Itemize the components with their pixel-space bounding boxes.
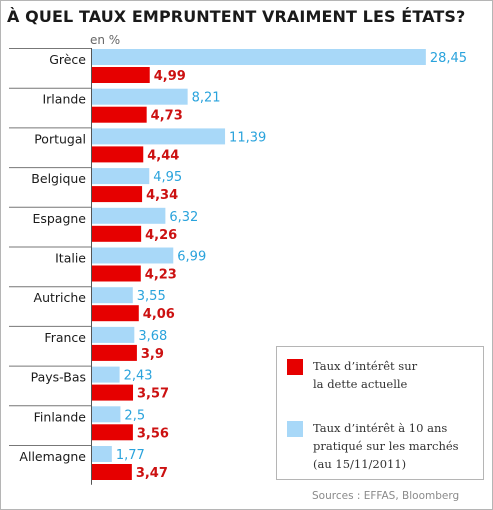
value-label-market-rate-allemagne: 1,77 (116, 448, 145, 463)
category-label-italie: Italie (55, 251, 86, 266)
bar-market-rate-espagne (91, 207, 166, 224)
bar-market-rate-france (91, 326, 135, 343)
value-label-debt-rate-allemagne: 3,47 (136, 466, 168, 481)
value-label-market-rate-france: 3,68 (138, 329, 167, 344)
value-label-market-rate-portugal: 11,39 (229, 130, 266, 145)
value-label-debt-rate-grece: 4,99 (154, 69, 186, 84)
bar-debt-rate-irlande (91, 106, 147, 123)
bar-debt-rate-belgique (91, 186, 143, 203)
bar-debt-rate-espagne (91, 225, 142, 242)
value-label-debt-rate-belgique: 4,34 (146, 188, 178, 203)
legend-line: la dette actuelle (313, 377, 408, 391)
bar-debt-rate-portugal (91, 146, 144, 163)
value-label-debt-rate-pays-bas: 3,57 (137, 387, 169, 402)
legend-line: Taux d’intérêt sur (313, 359, 418, 373)
value-label-market-rate-belgique: 4,95 (153, 170, 182, 185)
bar-debt-rate-grece (91, 67, 150, 83)
value-label-debt-rate-irlande: 4,73 (151, 109, 183, 124)
value-label-market-rate-espagne: 6,32 (169, 210, 198, 225)
value-label-debt-rate-italie: 4,23 (145, 268, 177, 283)
unit-label: en % (90, 33, 121, 47)
category-label-allemagne: Allemagne (19, 449, 86, 464)
legend-text-market-rate: Taux d’intérêt à 10 ans pratiqué sur les… (313, 419, 485, 473)
bar-debt-rate-france (91, 344, 137, 361)
value-label-debt-rate-france: 3,9 (141, 347, 164, 362)
category-label-autriche: Autriche (34, 290, 87, 305)
legend-line: Taux d’intérêt à 10 ans (313, 421, 448, 435)
value-label-market-rate-irlande: 8,21 (192, 91, 221, 106)
bar-market-rate-portugal (91, 128, 226, 145)
legend: Taux d’intérêt sur la dette actuelle Tau… (276, 346, 484, 480)
legend-line: pratiqué sur les marchés (313, 439, 459, 453)
value-label-debt-rate-finlande: 3,56 (137, 426, 169, 441)
bar-market-rate-finlande (91, 406, 121, 423)
source-note: Sources : EFFAS, Bloomberg (312, 490, 460, 502)
value-label-market-rate-grece: 28,45 (430, 51, 467, 66)
bar-market-rate-belgique (91, 168, 150, 185)
category-label-espagne: Espagne (32, 211, 86, 226)
category-label-france: France (44, 330, 86, 345)
bar-market-rate-irlande (91, 88, 188, 105)
value-label-debt-rate-portugal: 4,44 (147, 148, 179, 163)
category-label-portugal: Portugal (34, 131, 86, 146)
bar-debt-rate-pays-bas (91, 384, 134, 401)
bar-market-rate-autriche (91, 287, 133, 304)
category-label-belgique: Belgique (31, 171, 86, 186)
value-label-market-rate-italie: 6,99 (177, 250, 206, 265)
value-label-debt-rate-espagne: 4,26 (145, 228, 177, 243)
bar-market-rate-pays-bas (91, 366, 120, 383)
bar-debt-rate-autriche (91, 305, 139, 322)
bar-debt-rate-finlande (91, 424, 133, 441)
category-label-pays-bas: Pays-Bas (31, 370, 86, 385)
category-label-irlande: Irlande (42, 92, 86, 107)
bar-debt-rate-allemagne (91, 464, 132, 480)
value-label-market-rate-autriche: 3,55 (137, 289, 166, 304)
value-label-market-rate-finlande: 2,5 (124, 408, 145, 423)
category-label-finlande: Finlande (34, 409, 87, 424)
legend-swatch-blue (287, 421, 303, 437)
chart-title: À QUEL TAUX EMPRUNTENT VRAIMENT LES ÉTAT… (7, 7, 466, 26)
bar-market-rate-allemagne (91, 446, 112, 462)
value-label-debt-rate-autriche: 4,06 (143, 307, 175, 322)
value-label-market-rate-pays-bas: 2,43 (124, 369, 153, 384)
legend-swatch-red (287, 359, 303, 375)
bar-debt-rate-italie (91, 265, 141, 282)
legend-text-debt-rate: Taux d’intérêt sur la dette actuelle (313, 357, 485, 393)
category-label-grece: Grèce (49, 52, 86, 67)
bar-market-rate-italie (91, 247, 174, 264)
bar-market-rate-grece (91, 49, 426, 65)
legend-line: (au 15/11/2011) (313, 457, 407, 471)
